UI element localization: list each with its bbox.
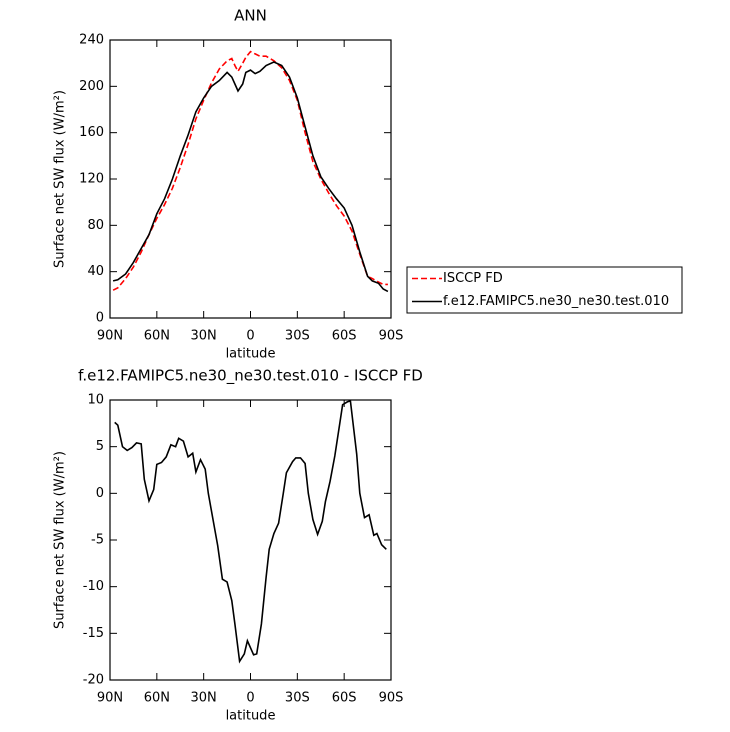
y-tick-label: -15	[83, 626, 104, 641]
x-tick-label: 0	[246, 691, 254, 706]
y-tick-label: 120	[79, 172, 104, 187]
x-tick-label: 30S	[285, 691, 310, 706]
y-tick-label: -5	[91, 533, 104, 548]
y-axis-label: Surface net SW flux (W/m²)	[53, 90, 68, 268]
legend-label: ISCCP FD	[443, 271, 503, 286]
plot-frame	[109, 39, 392, 319]
legend-box	[406, 266, 683, 314]
plot-frame	[109, 399, 392, 681]
data-line	[114, 399, 387, 664]
data-line	[112, 61, 389, 293]
x-tick-label: 30N	[191, 691, 217, 706]
y-tick-label: 10	[87, 393, 104, 408]
x-tick-label: 30S	[285, 329, 310, 344]
y-tick-label: 40	[87, 264, 104, 279]
y-tick-label: -20	[83, 673, 104, 688]
y-tick-label: 160	[79, 125, 104, 140]
chart-title: ANN	[234, 7, 267, 25]
y-axis-label: Surface net SW flux (W/m²)	[53, 451, 68, 629]
y-tick-label: 0	[96, 311, 104, 326]
chart-title: f.e12.FAMIPC5.ne30_ne30.test.010 - ISCCP…	[78, 367, 423, 386]
x-tick-label: 90S	[379, 329, 404, 344]
x-tick-label: 90N	[97, 329, 123, 344]
x-tick-label: 60N	[144, 691, 170, 706]
x-tick-label: 90S	[379, 691, 404, 706]
x-tick-label: 60S	[332, 329, 357, 344]
y-tick-label: -10	[83, 579, 104, 594]
y-tick-label: 5	[96, 439, 104, 454]
y-tick-label: 200	[79, 79, 104, 94]
x-axis-label: latitude	[226, 709, 276, 724]
y-tick-label: 80	[87, 218, 104, 233]
x-tick-label: 30N	[191, 329, 217, 344]
y-tick-label: 240	[79, 33, 104, 48]
x-tick-label: 60N	[144, 329, 170, 344]
y-tick-label: 0	[96, 486, 104, 501]
data-line	[112, 50, 388, 291]
x-axis-label: latitude	[226, 347, 276, 362]
x-tick-label: 90N	[97, 691, 123, 706]
x-tick-label: 0	[246, 329, 254, 344]
legend-label: f.e12.FAMIPC5.ne30_ne30.test.010	[443, 294, 669, 309]
x-tick-label: 60S	[332, 691, 357, 706]
